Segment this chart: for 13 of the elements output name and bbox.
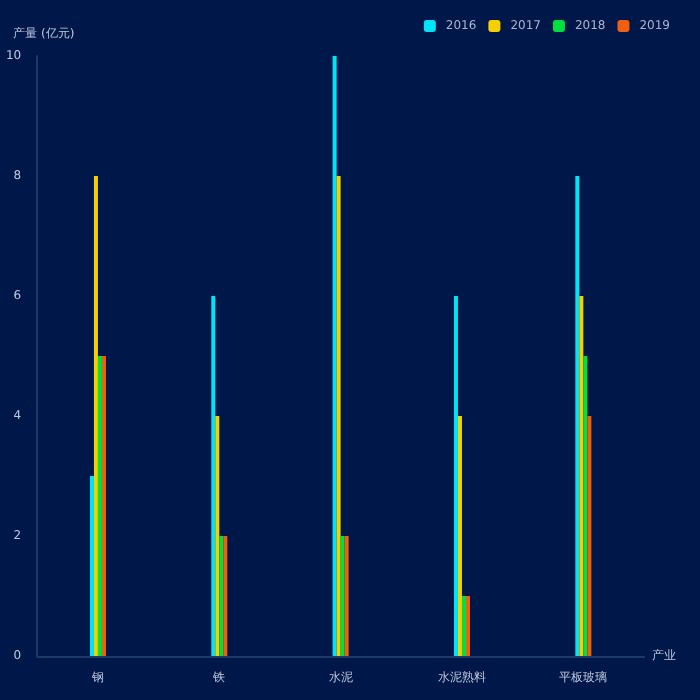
bar xyxy=(583,356,588,656)
bar xyxy=(215,416,220,656)
bar xyxy=(579,296,584,656)
bar xyxy=(461,596,466,656)
bar xyxy=(211,296,216,656)
bar xyxy=(453,296,458,656)
bar xyxy=(89,476,94,656)
bar xyxy=(93,176,98,656)
bar xyxy=(587,416,592,656)
bar xyxy=(332,56,337,656)
bar xyxy=(575,176,580,656)
bar xyxy=(457,416,462,656)
bar xyxy=(336,176,341,656)
